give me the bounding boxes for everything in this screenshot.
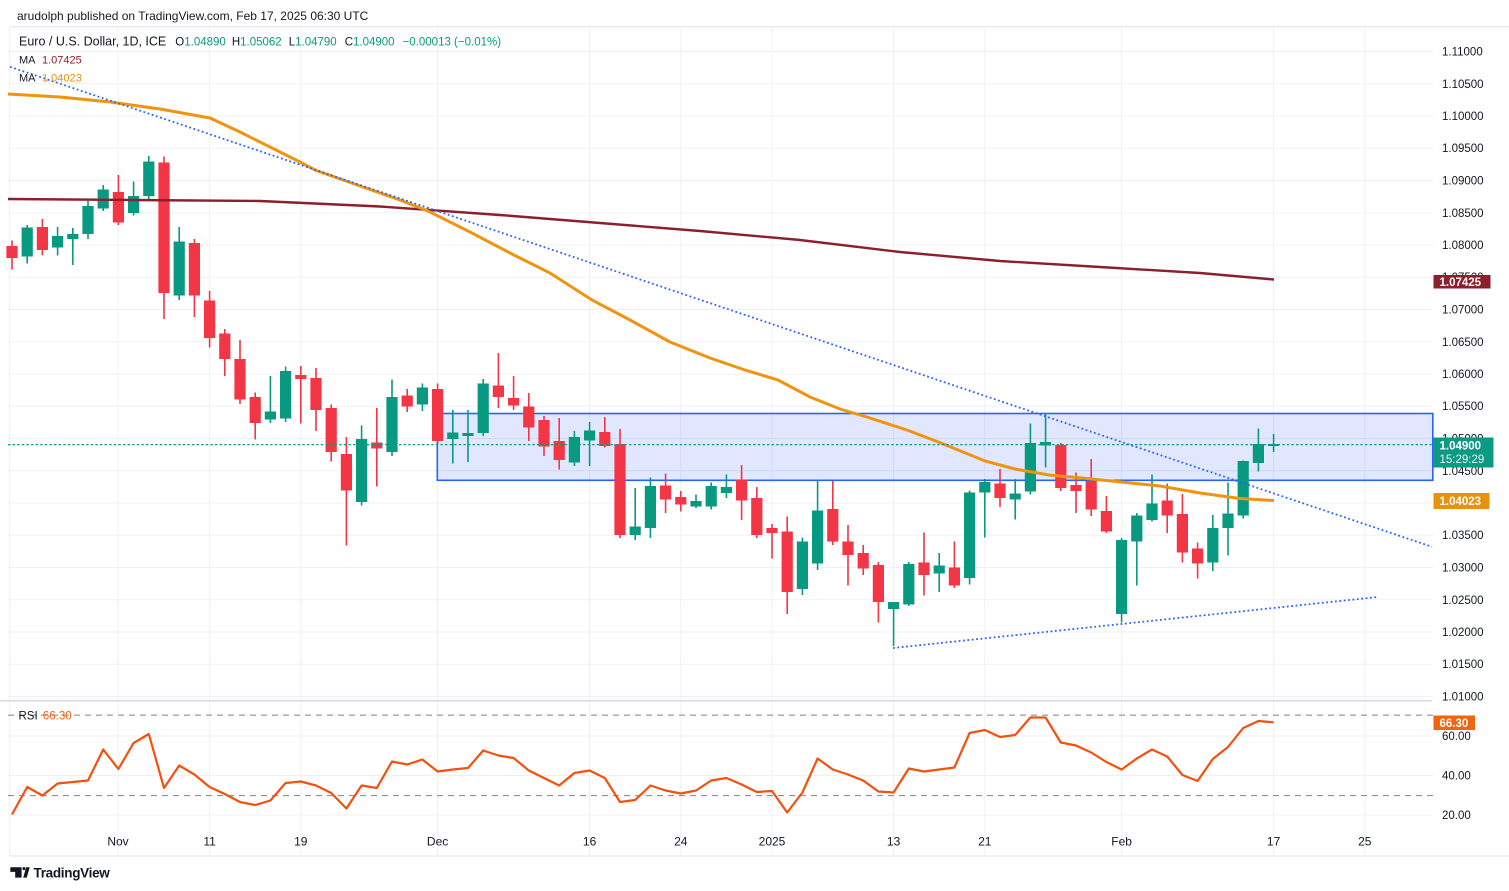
svg-text:1.02500: 1.02500 (1442, 595, 1484, 607)
svg-text:1.06500: 1.06500 (1442, 337, 1484, 349)
svg-text:arudolph published on TradingV: arudolph published on TradingView.com, F… (17, 9, 369, 23)
svg-text:21: 21 (978, 835, 992, 849)
svg-text:1.01500: 1.01500 (1442, 659, 1484, 671)
svg-text:1.08000: 1.08000 (1442, 240, 1484, 252)
svg-text:1.03500: 1.03500 (1442, 530, 1484, 542)
svg-text:1.08500: 1.08500 (1442, 208, 1484, 220)
svg-text:MA 1.04023: MA 1.04023 (19, 72, 82, 84)
svg-text:Dec: Dec (427, 835, 448, 849)
svg-text:24: 24 (674, 835, 688, 849)
svg-text:1.04023: 1.04023 (1440, 496, 1482, 508)
svg-text:2025: 2025 (759, 835, 786, 849)
svg-text:1.03000: 1.03000 (1442, 563, 1484, 575)
svg-text:15:29:29: 15:29:29 (1440, 454, 1485, 466)
svg-text:1.02000: 1.02000 (1442, 627, 1484, 639)
svg-text:1.01000: 1.01000 (1442, 692, 1484, 704)
svg-text:1.09000: 1.09000 (1442, 176, 1484, 188)
svg-text:1.04900: 1.04900 (1440, 441, 1482, 453)
svg-text:25: 25 (1358, 835, 1372, 849)
svg-text:17: 17 (1267, 835, 1281, 849)
svg-text:1.06000: 1.06000 (1442, 369, 1484, 381)
svg-text:40.00: 40.00 (1442, 771, 1471, 783)
svg-text:1.10500: 1.10500 (1442, 79, 1484, 91)
svg-text:11: 11 (203, 835, 216, 849)
svg-text:MA 1.07425: MA 1.07425 (19, 54, 82, 66)
svg-text:Feb: Feb (1111, 835, 1132, 849)
svg-text:16: 16 (583, 835, 597, 849)
svg-text:TradingView: TradingView (34, 866, 111, 881)
svg-text:20.00: 20.00 (1442, 810, 1471, 822)
svg-text:RSI 66.30: RSI 66.30 (19, 711, 72, 723)
svg-text:Nov: Nov (107, 835, 128, 849)
svg-text:1.05500: 1.05500 (1442, 401, 1484, 413)
svg-text:66.30: 66.30 (1440, 718, 1469, 730)
svg-text:60.00: 60.00 (1442, 731, 1471, 743)
svg-text:1.04500: 1.04500 (1442, 466, 1484, 478)
svg-text:1.09500: 1.09500 (1442, 143, 1484, 155)
svg-text:13: 13 (887, 835, 901, 849)
svg-text:19: 19 (294, 835, 308, 849)
svg-text:1.10000: 1.10000 (1442, 111, 1484, 123)
svg-text:1.11000: 1.11000 (1442, 47, 1483, 59)
svg-text:1.07425: 1.07425 (1440, 277, 1482, 289)
svg-text:1.07000: 1.07000 (1442, 305, 1484, 317)
